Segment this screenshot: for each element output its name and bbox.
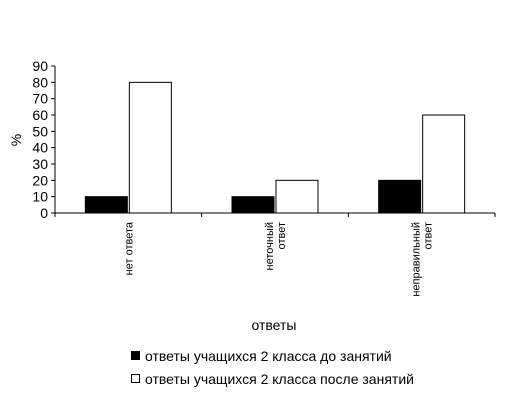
axes (54, 66, 496, 217)
y-tick-label: 60 (32, 107, 48, 123)
category-label: неправильный (411, 222, 423, 297)
bar-before-1 (231, 196, 275, 214)
legend-label-after: ответы учащихся 2 класса после занятий (145, 370, 414, 387)
category-label: нет ответа (123, 221, 135, 275)
bar-before-0 (84, 196, 128, 214)
category-label: ответ (276, 222, 288, 249)
y-tick-label: 80 (32, 74, 48, 90)
y-tick-label: 20 (32, 172, 48, 188)
y-tick-label: 10 (32, 189, 48, 205)
bar-after-0 (128, 81, 172, 214)
legend-item-before: ответы учащихся 2 класса до занятий (131, 346, 414, 365)
category-label: неточный (264, 222, 276, 270)
y-tick-label: 0 (40, 205, 48, 221)
y-tick-label: 40 (32, 140, 48, 156)
bar-after-1 (275, 179, 319, 214)
legend-swatch-after (131, 374, 140, 383)
category-label: ответ (423, 222, 435, 249)
legend-label-before: ответы учащихся 2 класса до занятий (145, 347, 392, 364)
bars (84, 81, 466, 214)
y-tick-label: 50 (32, 123, 48, 139)
bar-before-2 (378, 179, 422, 214)
x-axis-title: ответы (252, 317, 297, 333)
y-axis-title: % (8, 134, 24, 146)
y-tick-label: 90 (32, 58, 48, 74)
y-tick-label: 30 (32, 156, 48, 172)
bar-after-2 (422, 114, 466, 214)
legend: ответы учащихся 2 класса до занятий отве… (131, 346, 414, 392)
y-tick-label: 70 (32, 91, 48, 107)
legend-item-after: ответы учащихся 2 класса после занятий (131, 369, 414, 388)
legend-swatch-before (131, 351, 140, 360)
category-labels: нет ответа неточный ответ неправильный ответ (123, 221, 434, 297)
